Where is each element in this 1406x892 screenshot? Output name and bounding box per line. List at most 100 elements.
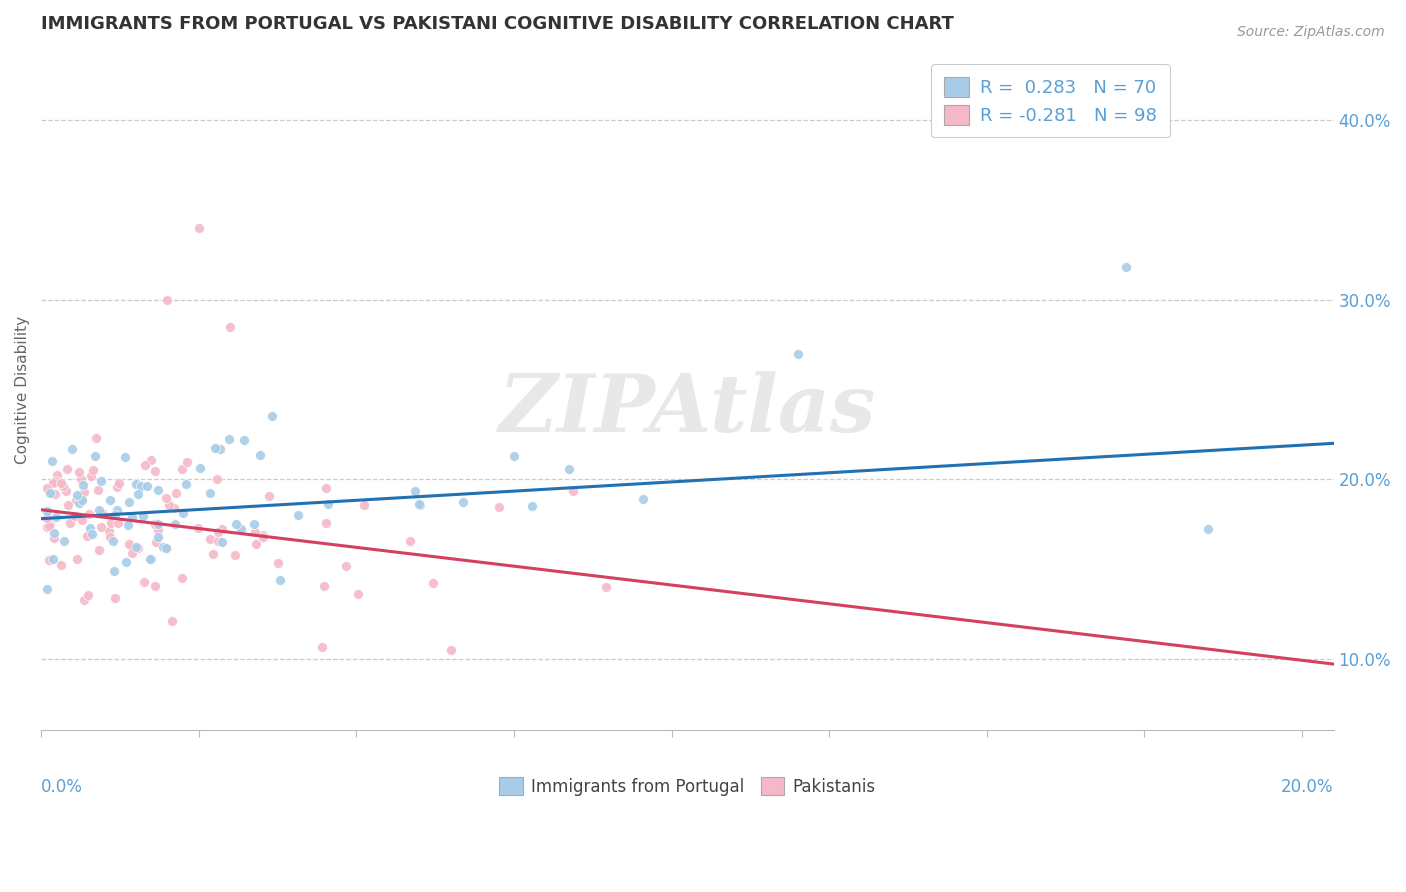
Point	[56, 462, 79, 476]
Point	[155, 491, 177, 505]
Point	[45, 510, 67, 524]
Point	[558, 461, 581, 475]
Point	[155, 541, 177, 555]
Point	[80, 527, 103, 541]
Point	[114, 450, 136, 465]
Point	[89, 542, 111, 557]
Point	[121, 546, 143, 560]
Point	[77, 507, 100, 521]
Point	[595, 581, 617, 595]
Point	[90, 519, 112, 533]
Point	[245, 525, 267, 540]
Point	[204, 441, 226, 455]
Point	[198, 486, 221, 500]
Point	[117, 518, 139, 533]
Point	[315, 516, 337, 530]
Text: IMMIGRANTS FROM PORTUGAL VS PAKISTANI COGNITIVE DISABILITY CORRELATION CHART: IMMIGRANTS FROM PORTUGAL VS PAKISTANI CO…	[41, 15, 955, 33]
Point	[139, 552, 162, 566]
Point	[187, 520, 209, 534]
Point	[67, 465, 90, 479]
Point	[155, 541, 177, 555]
Point	[162, 500, 184, 515]
Point	[561, 483, 583, 498]
Point	[218, 432, 240, 446]
Text: 20.0%: 20.0%	[1281, 778, 1334, 797]
Point	[225, 517, 247, 532]
Point	[148, 531, 170, 545]
Point	[252, 530, 274, 544]
Point	[160, 614, 183, 628]
Point	[269, 573, 291, 587]
Point	[146, 483, 169, 497]
Point	[86, 483, 108, 497]
Y-axis label: Cognitive Disability: Cognitive Disability	[15, 316, 30, 464]
Point	[62, 442, 84, 456]
Point	[502, 449, 524, 463]
Point	[170, 570, 193, 584]
Point	[125, 541, 148, 555]
Point	[66, 488, 89, 502]
Point	[55, 484, 77, 499]
Point	[122, 540, 145, 554]
Point	[314, 579, 336, 593]
Point	[118, 536, 141, 550]
Point	[146, 523, 169, 537]
Point	[398, 533, 420, 548]
Point	[157, 498, 180, 512]
Point	[70, 494, 93, 508]
Point	[65, 493, 87, 508]
Point	[44, 487, 66, 501]
Point	[139, 552, 162, 566]
Point	[260, 409, 283, 423]
Point	[315, 481, 337, 495]
Point	[165, 485, 187, 500]
Point	[232, 433, 254, 447]
Point	[134, 458, 156, 472]
Point	[488, 500, 510, 514]
Point	[37, 504, 59, 518]
Point	[89, 503, 111, 517]
Point	[205, 472, 228, 486]
Point	[98, 530, 121, 544]
Point	[127, 541, 149, 555]
Point	[66, 551, 89, 566]
Point	[139, 453, 162, 467]
Point	[128, 480, 150, 494]
Point	[80, 469, 103, 483]
Point	[44, 474, 66, 488]
Point	[198, 532, 221, 546]
Point	[145, 517, 167, 532]
Point	[52, 533, 75, 548]
Point	[101, 534, 124, 549]
Point	[77, 588, 100, 602]
Point	[252, 528, 274, 542]
Point	[408, 497, 430, 511]
Point	[136, 479, 159, 493]
Point	[127, 487, 149, 501]
Point	[409, 498, 432, 512]
Point	[404, 483, 426, 498]
Point	[211, 534, 233, 549]
Point	[187, 221, 209, 235]
Text: ZIPAtlas: ZIPAtlas	[499, 371, 876, 449]
Point	[243, 517, 266, 532]
Point	[56, 498, 79, 512]
Point	[82, 463, 104, 477]
Point	[103, 565, 125, 579]
Point	[224, 549, 246, 563]
Point	[152, 540, 174, 554]
Point	[631, 491, 654, 506]
Point	[422, 576, 444, 591]
Point	[209, 442, 232, 456]
Point	[44, 531, 66, 545]
Point	[67, 496, 90, 510]
Point	[202, 547, 225, 561]
Point	[79, 521, 101, 535]
Point	[89, 474, 111, 488]
Point	[103, 508, 125, 522]
Point	[38, 486, 60, 500]
Text: 0.0%: 0.0%	[41, 778, 83, 797]
Point	[267, 557, 290, 571]
Point	[207, 533, 229, 548]
Point	[41, 454, 63, 468]
